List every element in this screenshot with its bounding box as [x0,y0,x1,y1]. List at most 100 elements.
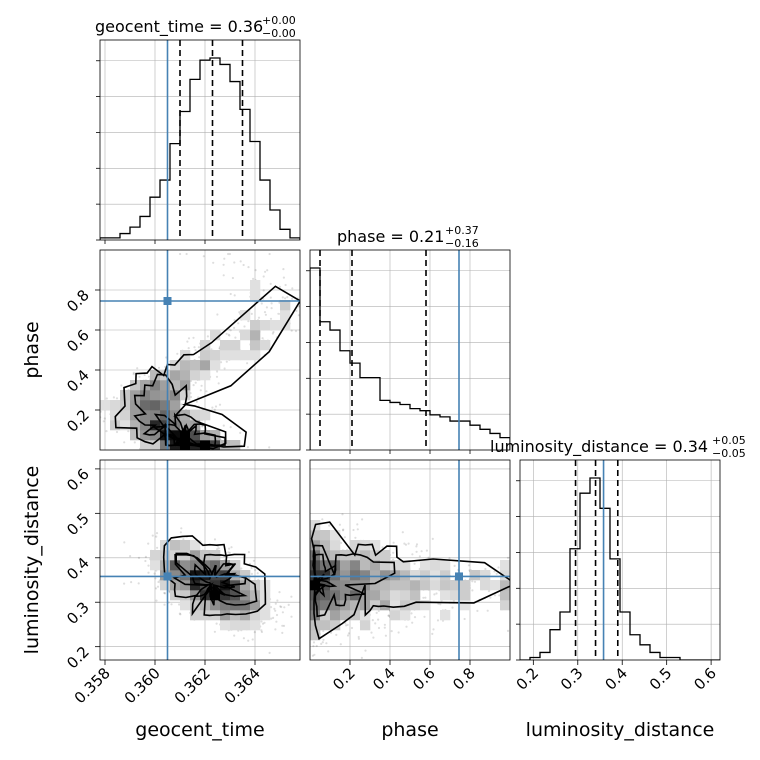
sample-point [287,603,290,607]
density-cell [250,290,261,301]
sample-point [272,330,275,334]
density-cell [180,360,191,371]
sample-point [211,406,214,409]
sample-point [156,546,159,549]
sample-point [448,557,451,560]
sample-point [193,346,196,349]
sample-point [123,582,126,585]
sample-point [321,288,323,290]
sample-point [286,296,289,299]
sample-point [144,555,147,559]
sample-point [238,311,241,314]
density-cell [380,580,391,591]
sample-point [187,337,191,340]
density-cell [330,590,341,601]
density-cell [110,400,121,411]
sample-point [341,513,344,516]
sample-point [265,306,268,309]
sample-point [260,302,263,305]
sample-point [138,375,141,378]
sample-point [392,551,395,554]
density-cell [310,600,321,611]
sample-point [278,591,281,594]
xtick-label-luminosity-distance-3: 0.5 [646,664,676,694]
xtick-label-luminosity-distance-0: 0.2 [513,664,543,694]
ytick-label-phase-3: 0.8 [63,286,93,316]
density-cell [450,590,461,601]
sample-point [342,528,345,531]
density-cell [380,560,391,571]
sample-point [163,603,166,606]
sample-point [328,524,331,527]
sample-point [473,580,477,583]
density-cell [170,560,181,571]
contour-21-3 [313,571,326,587]
xlabel-phase: phase [381,719,438,741]
density-cell [120,420,131,431]
sample-point [168,590,171,593]
sample-point [252,559,255,562]
sample-point [281,296,284,299]
sample-point [153,572,156,575]
sample-point [155,532,159,535]
sample-point [387,614,390,617]
sample-point [269,296,272,299]
density-cell [280,300,291,311]
density-cell [150,400,161,411]
sample-point [229,426,232,429]
sample-point [383,626,386,629]
sample-point [281,624,284,627]
sample-point [301,301,303,303]
sample-point [205,390,208,393]
density-cell [160,390,171,401]
sample-point [484,567,487,571]
density-cell [150,440,161,450]
sample-point [268,446,271,449]
ylabel-luminosity-distance: luminosity_distance [21,466,43,655]
sample-point [387,614,390,617]
sample-point [422,596,425,599]
sample-point [147,542,150,545]
hist-geocent-time [100,40,300,240]
sample-point [357,637,360,640]
density-cell [340,600,351,611]
title-phase-plus: +0.37 [445,224,479,237]
sample-point [275,613,279,617]
density-cell [390,560,401,571]
sample-point [435,592,438,595]
density-cell [330,600,341,611]
contour-20-3 [193,563,237,596]
sample-point [229,329,232,332]
sample-point [206,335,209,338]
density-cell [240,570,251,581]
density-cell [220,600,231,611]
sample-point [144,559,147,563]
sample-point [295,309,298,312]
sample-point [233,326,236,329]
density-cell [400,610,411,621]
density-cell [250,320,261,331]
sample-point [413,616,417,619]
xlabel-geocent-time: geocent_time [135,719,264,741]
sample-point [250,572,253,576]
density-cell [100,400,111,411]
sample-point [381,546,384,549]
density-cell [190,540,201,551]
hist-phase-frame [309,249,511,451]
sample-point [86,428,88,430]
density-cell [320,550,331,561]
sample-point [279,605,282,608]
density-cell [240,330,251,341]
density-cell [480,570,491,581]
sample-point [493,594,497,597]
sample-point [137,556,141,560]
title-luminosity-distance: luminosity_distance = 0.34 +0.05 −0.05 [490,434,746,460]
sample-point [392,541,395,544]
sample-point [304,313,306,315]
sample-point [405,625,408,628]
sample-point [339,643,342,646]
sample-point [154,587,158,590]
sample-point [240,567,243,570]
xlabel-luminosity-distance: luminosity_distance [526,719,715,741]
density-cell [370,540,381,551]
